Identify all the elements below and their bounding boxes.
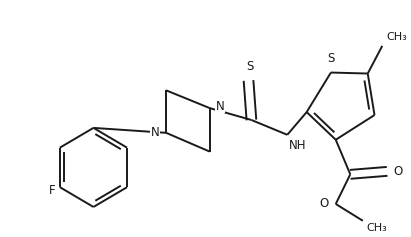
Text: O: O bbox=[320, 197, 329, 210]
Text: S: S bbox=[327, 52, 335, 65]
Text: NH: NH bbox=[289, 139, 307, 152]
Text: CH₃: CH₃ bbox=[386, 32, 407, 42]
Text: S: S bbox=[246, 59, 253, 73]
Text: F: F bbox=[49, 184, 55, 197]
Text: N: N bbox=[216, 100, 224, 113]
Text: O: O bbox=[393, 165, 402, 178]
Text: N: N bbox=[150, 126, 159, 139]
Text: CH₃: CH₃ bbox=[367, 223, 388, 233]
